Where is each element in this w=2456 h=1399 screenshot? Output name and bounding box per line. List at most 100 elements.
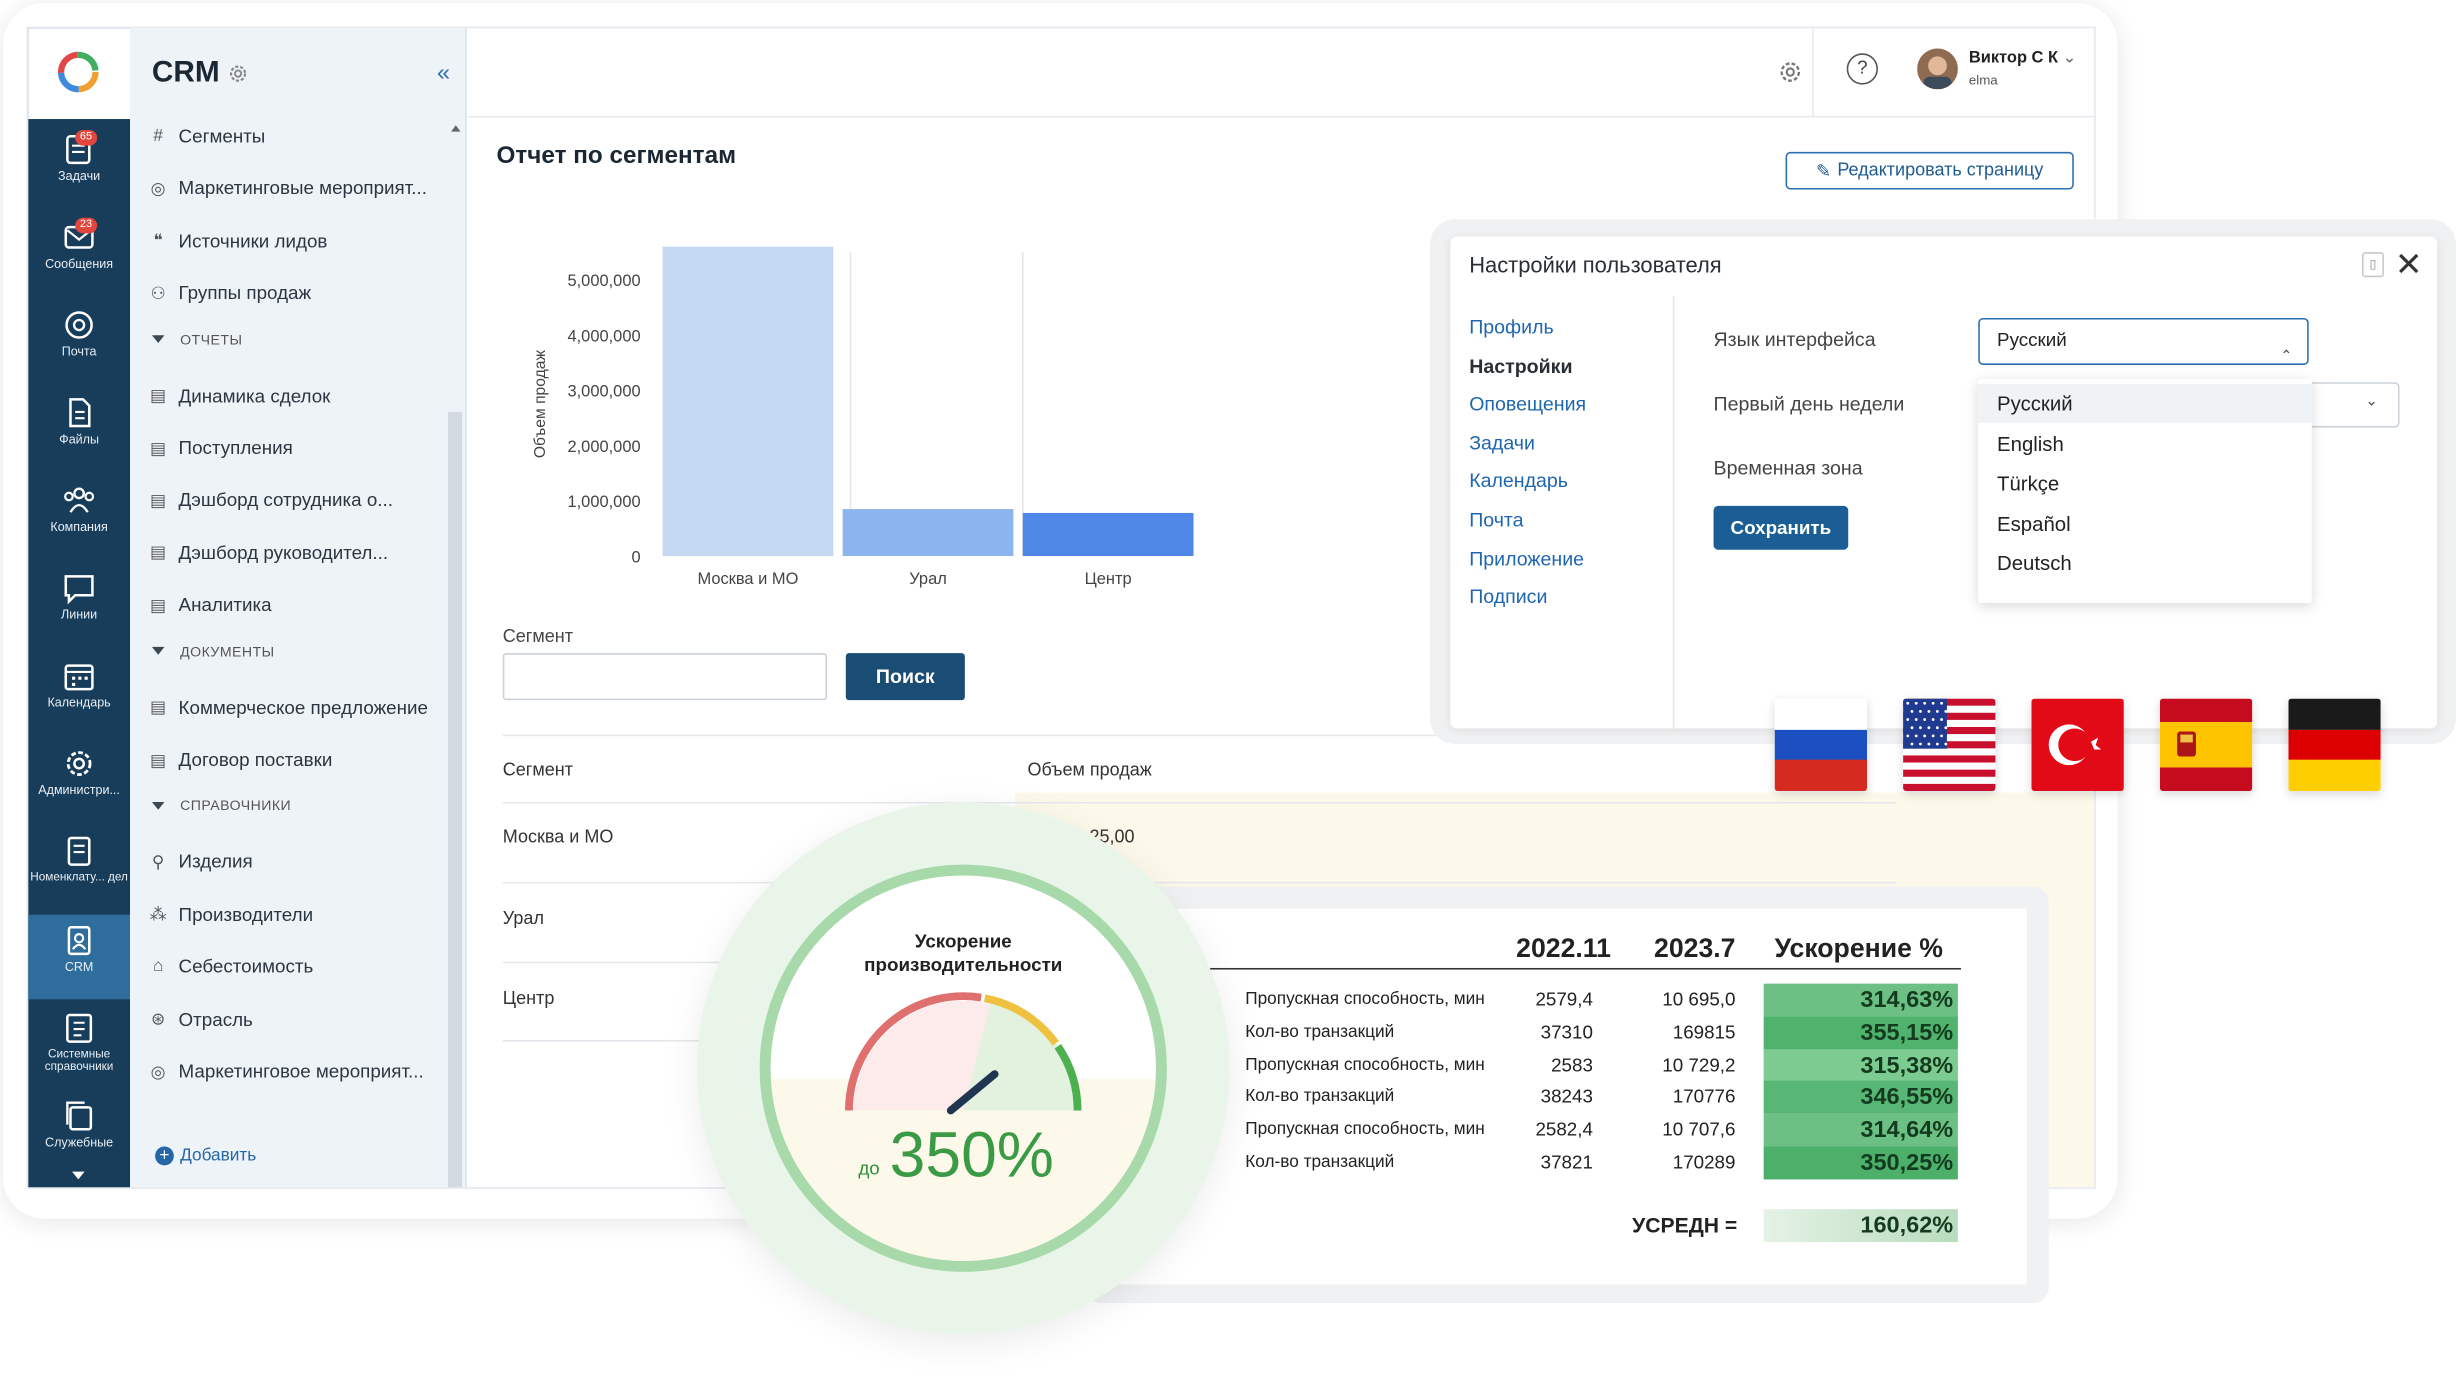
rail-item-mail[interactable]: Почта bbox=[28, 299, 130, 384]
settings-menu-item[interactable]: Оповещения bbox=[1469, 393, 1587, 416]
collapse-triangle-icon bbox=[151, 335, 165, 344]
edit-page-button[interactable]: ✎ Редактировать страницу bbox=[1785, 151, 2074, 190]
settings-menu-item[interactable]: Приложение bbox=[1469, 547, 1585, 570]
nav-section-header[interactable]: СПРАВОЧНИКИ bbox=[151, 797, 292, 814]
settings-menu-item[interactable]: Календарь bbox=[1469, 470, 1569, 493]
avatar[interactable] bbox=[1917, 48, 1958, 90]
nav-item-icon: ⚲ bbox=[151, 853, 165, 873]
rail-item-company[interactable]: Компания bbox=[28, 475, 130, 560]
sidebar-item[interactable]: ▤ Динамика сделок bbox=[146, 378, 436, 412]
rail-item-system-directories[interactable]: Системные справочники bbox=[28, 1002, 130, 1087]
sidebar-item[interactable]: ▤ Дэшборд сотрудника о... bbox=[146, 483, 436, 517]
sidebar-scrollbar[interactable] bbox=[447, 411, 463, 1188]
settings-menu-item[interactable]: Подписи bbox=[1469, 586, 1548, 609]
sidebar-item[interactable]: ⁂ Производители bbox=[146, 897, 436, 931]
rail-more-chevron-icon[interactable] bbox=[72, 1171, 85, 1180]
rail-label: Номенклату... дел bbox=[30, 870, 128, 884]
pin-icon[interactable]: ▯ bbox=[2361, 252, 2384, 278]
mail-icon bbox=[65, 311, 93, 339]
sidebar-item[interactable]: # Сегменты bbox=[146, 119, 436, 153]
sidebar-item[interactable]: ⚲ Изделия bbox=[146, 845, 436, 879]
language-option[interactable]: Deutsch bbox=[1997, 551, 2072, 575]
settings-menu-item[interactable]: Настройки bbox=[1469, 354, 1573, 377]
nav-item-label: Отрасль bbox=[178, 1008, 253, 1030]
nav-section-title: СПРАВОЧНИКИ bbox=[180, 797, 292, 814]
language-option[interactable]: Español bbox=[1997, 511, 2071, 535]
language-option[interactable]: Türkçe bbox=[1997, 471, 2060, 495]
nav-section-header[interactable]: ОТЧЕТЫ bbox=[151, 331, 242, 347]
rail-item-messages[interactable]: 23 Сообщения bbox=[28, 211, 130, 296]
sidebar-item[interactable]: ▤ Дэшборд руководител... bbox=[146, 535, 436, 569]
x-tick-label: Центр bbox=[1085, 570, 1132, 588]
nav-item-icon: ▤ bbox=[150, 387, 167, 406]
sidebar-item[interactable]: ❝ Источники лидов bbox=[146, 224, 436, 258]
language-option[interactable]: English bbox=[1997, 431, 2064, 456]
sidebar-item[interactable]: ◎ Маркетинговые мероприят... bbox=[146, 171, 436, 205]
sidebar-item[interactable]: ▤ Аналитика bbox=[146, 588, 436, 622]
app-logo[interactable] bbox=[28, 28, 131, 120]
perf-header-2023: 2023.7 bbox=[1654, 933, 1736, 964]
plus-icon: + bbox=[155, 1146, 174, 1166]
value-2022: 2582,4 bbox=[1535, 1118, 1593, 1141]
y-tick-label: 1,000,000 bbox=[567, 493, 640, 511]
service-icon bbox=[66, 1101, 93, 1131]
speedup-percent: 355,15% bbox=[1763, 1016, 1958, 1050]
crm-icon bbox=[67, 925, 91, 956]
nav-item-label: Маркетинговое мероприят... bbox=[178, 1060, 424, 1083]
sidebar-item[interactable]: ▤ Поступления bbox=[146, 431, 436, 465]
rail-item-crm[interactable]: CRM bbox=[28, 914, 131, 1000]
gear-icon[interactable] bbox=[227, 63, 249, 85]
rail-item-calendar[interactable]: Календарь bbox=[28, 650, 130, 735]
add-button[interactable]: + Добавить bbox=[155, 1146, 257, 1166]
company-icon bbox=[64, 487, 95, 513]
nav-item-icon: ⁂ bbox=[149, 905, 167, 925]
sidebar-item[interactable]: ⚇ Группы продаж bbox=[146, 276, 436, 310]
sidebar-item[interactable]: ▤ Коммерческое предложение bbox=[146, 690, 436, 724]
y-tick-label: 0 bbox=[631, 548, 640, 566]
y-tick-label: 5,000,000 bbox=[567, 272, 640, 290]
notification-badge: 23 bbox=[75, 217, 97, 234]
nav-item-icon: ⚇ bbox=[150, 284, 166, 304]
turkey-flag-icon bbox=[2031, 698, 2124, 791]
speedup-percent: 314,64% bbox=[1763, 1113, 1958, 1147]
rail-item-tasks[interactable]: 65 Задачи bbox=[28, 124, 130, 209]
chart-bar bbox=[662, 246, 834, 557]
sidebar-item[interactable]: ⌂ Себестоимость bbox=[146, 949, 436, 983]
save-button[interactable]: Сохранить bbox=[1713, 505, 1849, 550]
user-name[interactable]: Виктор С К ⌄ bbox=[1969, 49, 2077, 68]
help-icon[interactable]: ? bbox=[1846, 53, 1878, 85]
rail-item-service[interactable]: Служебные bbox=[28, 1090, 130, 1175]
nav-item-icon: ▤ bbox=[150, 751, 167, 770]
settings-menu-item[interactable]: Почта bbox=[1469, 509, 1524, 531]
page-title: Отчет по сегментам bbox=[496, 142, 737, 170]
sidebar-item[interactable]: ◎ Маркетинговое мероприят... bbox=[146, 1054, 436, 1088]
nav-item-label: Себестоимость bbox=[178, 955, 314, 978]
rail-item-files[interactable]: Файлы bbox=[28, 387, 130, 472]
add-label: Добавить bbox=[180, 1146, 257, 1166]
collapse-sidebar-icon[interactable]: « bbox=[436, 59, 451, 87]
segment-input[interactable] bbox=[502, 653, 828, 701]
value-2023: 170776 bbox=[1672, 1086, 1736, 1108]
first-weekday-label: Первый день недели bbox=[1713, 393, 1905, 416]
language-select[interactable]: Русский ⌃ bbox=[1978, 317, 2309, 365]
language-option[interactable]: Русский bbox=[1978, 383, 2312, 423]
rail-item-admin[interactable]: Администри... bbox=[28, 738, 130, 823]
search-button[interactable]: Поиск bbox=[845, 653, 965, 701]
first-weekday-select[interactable]: ⌄ bbox=[2308, 382, 2400, 428]
settings-gear-icon[interactable] bbox=[1778, 60, 1803, 85]
nav-section-header[interactable]: ДОКУМЕНТЫ bbox=[151, 643, 275, 659]
settings-menu-item[interactable]: Профиль bbox=[1469, 316, 1554, 339]
usa-flag bbox=[1903, 698, 1996, 791]
gauge-arc-green bbox=[1054, 1044, 1082, 1111]
rail-label: Системные справочники bbox=[44, 1047, 114, 1073]
top-bar: ? Виктор С К ⌄ elma bbox=[468, 28, 2095, 118]
rail-item-nomenclature[interactable]: Номенклату... дел bbox=[28, 825, 130, 910]
sidebar-item[interactable]: ⊛ Отрасль bbox=[146, 1002, 436, 1036]
rail-label: Линии bbox=[61, 607, 98, 622]
calendar-icon bbox=[64, 664, 94, 691]
rail-item-lines[interactable]: Линии bbox=[28, 562, 130, 647]
close-icon[interactable]: ✕ bbox=[2394, 247, 2423, 284]
settings-menu-item[interactable]: Задачи bbox=[1469, 431, 1535, 454]
sidebar-item[interactable]: ▤ Договор поставки bbox=[146, 742, 436, 776]
scroll-up-arrow-icon[interactable] bbox=[451, 125, 461, 132]
